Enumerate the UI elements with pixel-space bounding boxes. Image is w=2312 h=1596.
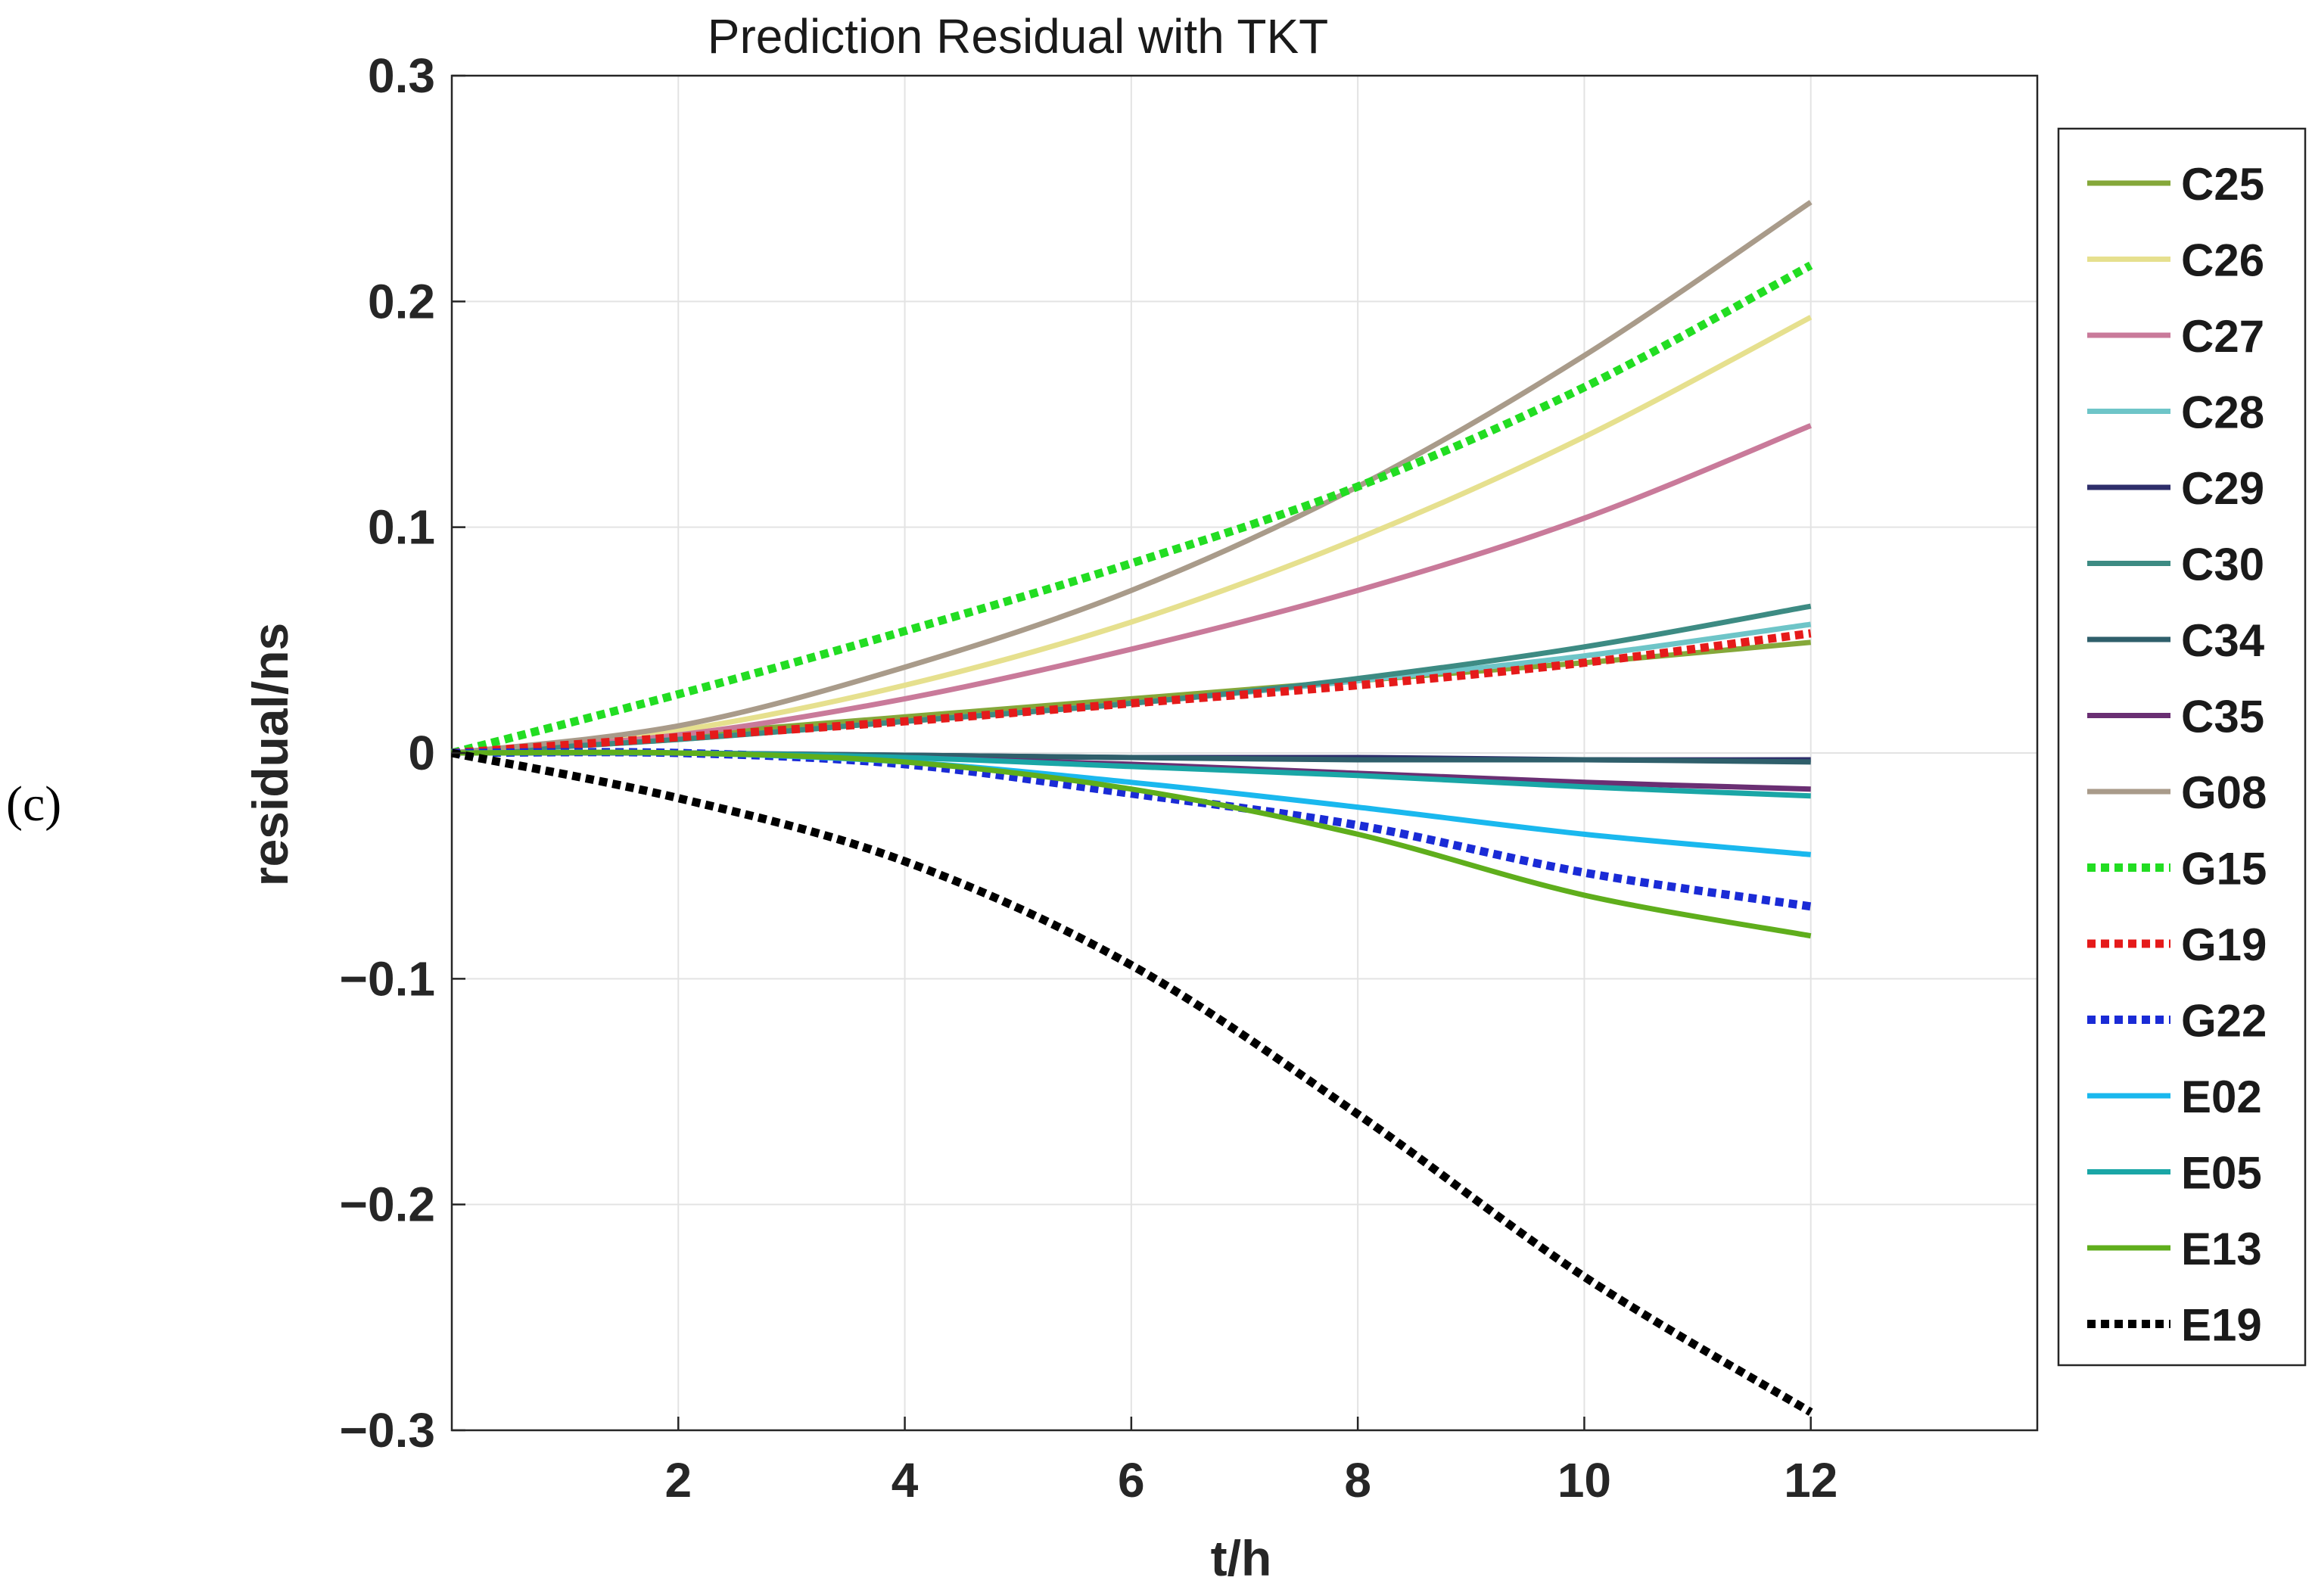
x-tick-label: 2	[664, 1453, 692, 1507]
x-tick-label: 4	[892, 1453, 919, 1507]
series-line-c27	[451, 423, 1813, 756]
legend-label-c35: C35	[2181, 692, 2264, 742]
panel-label: (c)	[6, 776, 62, 832]
y-tick-label: 0	[408, 726, 435, 780]
series-line-e19	[450, 748, 1813, 1416]
legend-label-c27: C27	[2181, 311, 2264, 362]
legend-label-c25: C25	[2181, 159, 2264, 210]
series-line-g15	[450, 261, 1813, 758]
series-line-g08	[451, 200, 1813, 756]
chart-title: Prediction Residual with TKT	[708, 9, 1329, 64]
series-line-g22	[451, 748, 1812, 911]
legend: C25 C26 C27 C28 C29 C30 C34 C35 G08 G15 G19 G22 E02 E…	[2057, 127, 2307, 1367]
y-tick-label: −0.3	[340, 1403, 435, 1458]
series-line-e13	[451, 749, 1812, 939]
series-line-c26	[451, 315, 1813, 756]
series-layer	[450, 200, 1813, 1416]
legend-label-g15: G15	[2181, 844, 2267, 894]
legend-label-c26: C26	[2181, 235, 2264, 286]
legend-label-e13: E13	[2181, 1224, 2262, 1274]
x-axis-label: t/h	[1211, 1530, 1272, 1586]
ticks: 2 4 6 8 10 12 0.3 0.2 0.1 0 −0.1 −0.2 −0.3	[340, 48, 1838, 1507]
legend-label-c34: C34	[2181, 615, 2265, 666]
x-tick-label: 10	[1557, 1453, 1611, 1507]
y-axis-label: residual/ns	[242, 623, 298, 886]
y-tick-label: −0.2	[340, 1178, 435, 1232]
legend-label-e05: E05	[2181, 1148, 2262, 1199]
x-tick-label: 12	[1784, 1453, 1837, 1507]
legend-label-e19: E19	[2181, 1300, 2262, 1351]
legend-label-g19: G19	[2181, 919, 2267, 970]
x-tick-label: 8	[1344, 1453, 1371, 1507]
y-tick-label: 0.3	[368, 48, 435, 103]
y-tick-label: −0.1	[340, 951, 435, 1006]
y-tick-label: 0.1	[368, 500, 435, 555]
legend-label-e02: E02	[2181, 1072, 2262, 1122]
y-tick-label: 0.2	[368, 274, 435, 328]
x-tick-label: 6	[1118, 1453, 1145, 1507]
legend-label-c28: C28	[2181, 387, 2264, 438]
legend-label-g22: G22	[2181, 996, 2267, 1047]
legend-label-g08: G08	[2181, 767, 2267, 818]
legend-label-c29: C29	[2181, 463, 2264, 514]
legend-label-c30: C30	[2181, 540, 2264, 590]
series-line-g19	[451, 629, 1812, 758]
